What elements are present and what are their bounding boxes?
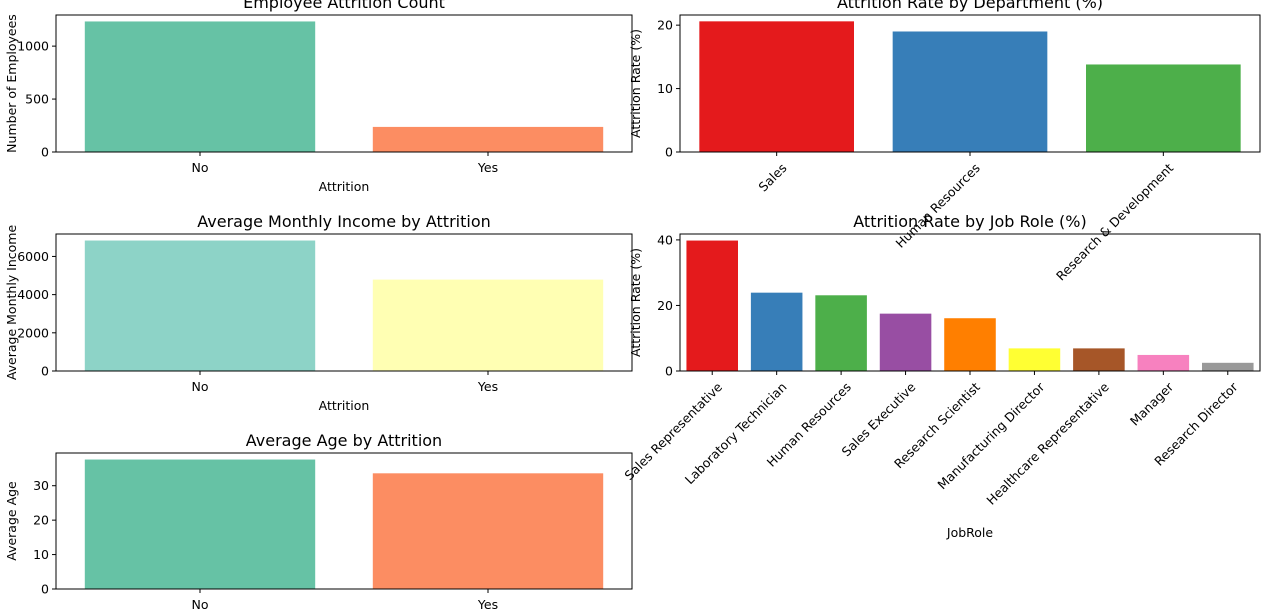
x-tick-label-yes: Yes (477, 379, 498, 394)
axes-frame (55, 233, 633, 372)
x-tick-label-manufacturing-director: Manufacturing Director (934, 379, 1048, 493)
bar-research-director (1202, 362, 1254, 371)
y-tick-label: 20 (657, 298, 673, 313)
y-tick-label: 0 (41, 364, 49, 379)
x-axis-label: Attrition (319, 398, 370, 413)
bar-no (84, 21, 316, 153)
x-tick-label-healthcare-representative: Healthcare Representative (983, 379, 1112, 508)
bar-laboratory-technician (750, 292, 803, 371)
x-tick-label-yes: Yes (477, 597, 498, 612)
bar-sales-representative (686, 240, 738, 371)
bar-no (84, 459, 316, 589)
bar-human-resources (892, 31, 1048, 153)
y-axis-label: Average Monthly Income (4, 225, 19, 381)
bar-yes (372, 126, 604, 152)
y-tick-label: 500 (25, 92, 49, 107)
bar-human-resources (815, 295, 867, 371)
x-tick-label-no: No (192, 597, 209, 612)
y-axis-label: Average Age (4, 481, 19, 561)
bar-manager (1137, 354, 1190, 371)
y-tick-label: 0 (665, 145, 673, 160)
x-tick-label-manager: Manager (1127, 379, 1177, 429)
chart-title: Average Monthly Income by Attrition (197, 212, 491, 231)
x-axis-label: JobRole (946, 525, 994, 540)
bar-manufacturing-director (1008, 348, 1061, 371)
x-tick-label-no: No (192, 160, 209, 175)
y-axis-label: Number of Employees (4, 14, 19, 153)
x-tick-label-human-resources: Human Resources (892, 160, 982, 250)
bar-healthcare-representative (1073, 348, 1125, 371)
x-tick-label-sales: Sales (755, 160, 789, 194)
axes-frame (55, 452, 633, 590)
x-axis-label: Attrition (319, 179, 370, 194)
bar-sales (699, 21, 854, 153)
bar-research-development (1086, 64, 1241, 152)
y-tick-label: 2000 (17, 325, 49, 340)
x-tick-label-no: No (192, 379, 209, 394)
y-tick-label: 30 (33, 478, 49, 493)
y-tick-label: 40 (657, 232, 673, 247)
y-tick-label: 10 (33, 547, 49, 562)
subplot-average-age-by-attrition: 0 10 20 30 No Yes Average Age by Attrition Aver… (4, 431, 633, 612)
bar-no (84, 240, 316, 371)
y-tick-label: 0 (41, 582, 49, 597)
axes-frame (55, 14, 633, 153)
y-tick-label: 0 (41, 145, 49, 160)
chart-title: Employee Attrition Count (243, 0, 445, 12)
y-tick-label: 20 (657, 18, 673, 33)
y-axis-label: Attrition Rate (%) (628, 248, 643, 357)
y-tick-label: 6000 (17, 249, 49, 264)
y-tick-label: 10 (657, 81, 673, 96)
bar-yes (372, 473, 604, 589)
bar-research-scientist (944, 318, 996, 371)
bar-yes (372, 279, 604, 371)
subplot-employee-attrition-count: 0 500 1000 No Yes Employee Attrition Count Att… (4, 0, 633, 194)
y-axis-label: Attrition Rate (%) (628, 29, 643, 138)
chart-title: Attrition Rate by Job Role (%) (853, 212, 1086, 231)
x-tick-label-yes: Yes (477, 160, 498, 175)
bar-sales-executive (879, 313, 932, 371)
y-tick-label: 0 (665, 364, 673, 379)
subplot-average-monthly-income-by-attrition: 0 2000 4000 6000 No Yes Average Monthly Income… (4, 212, 633, 413)
y-tick-label: 4000 (17, 287, 49, 302)
chart-title: Attrition Rate by Department (%) (837, 0, 1103, 12)
chart-title: Average Age by Attrition (246, 431, 442, 450)
y-tick-label: 20 (33, 513, 49, 528)
y-tick-label: 1000 (17, 39, 49, 54)
